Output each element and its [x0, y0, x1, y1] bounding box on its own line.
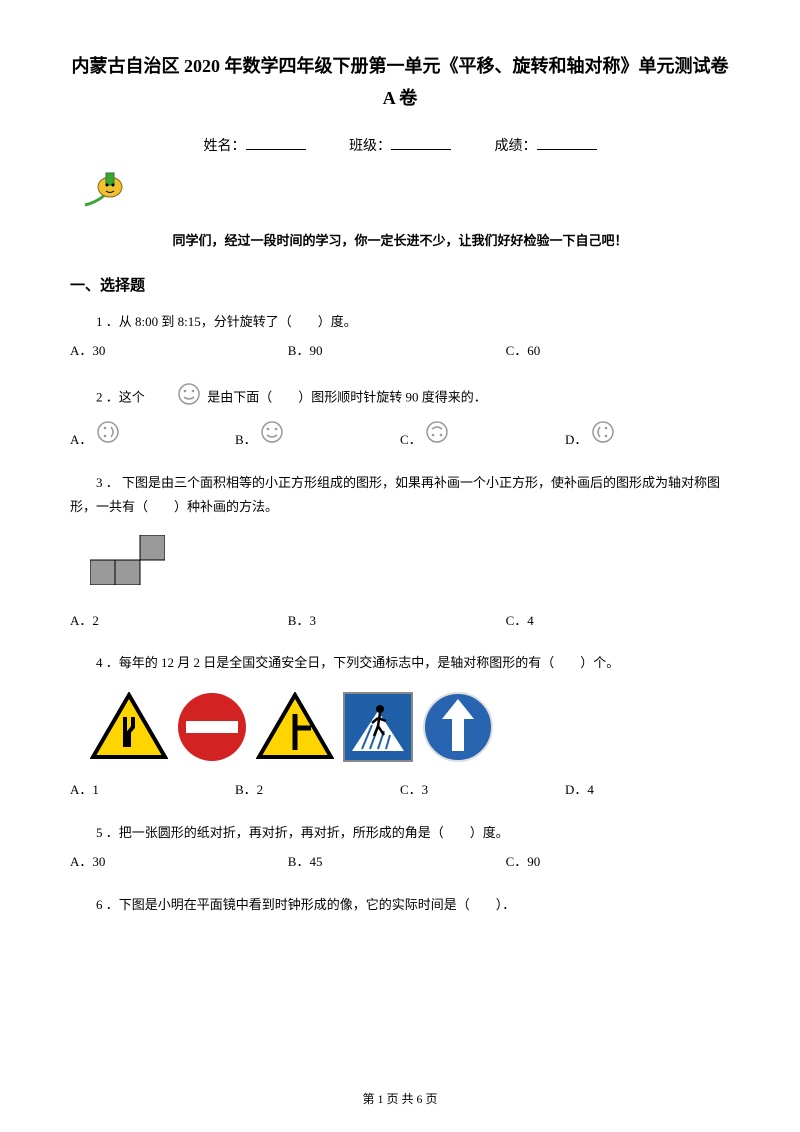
sign-triangle-intersection-icon: [256, 692, 334, 762]
q6-text: 6 ．下图是小明在平面镜中看到时钟形成的像，它的实际时间是（ ）．: [70, 893, 730, 918]
question-1: 1 ．从 8:00 到 8:15，分针旋转了（ ）度。 A．30 B．90 C．…: [70, 310, 730, 364]
q2-d-label: D．: [565, 432, 587, 447]
q4-signs: [90, 691, 730, 763]
q4-opt-a: A．1: [70, 778, 235, 803]
q2-c-label: C．: [400, 432, 422, 447]
q3-opt-b: B．3: [288, 609, 506, 634]
q4-text: 4 ．每年的 12 月 2 日是全国交通安全日，下列交通标志中，是轴对称图形的有…: [70, 651, 730, 676]
sign-no-entry-icon: [176, 691, 248, 763]
question-2: 2 ．这个 是由下面（ ）图形顺时针旋转 90 度得来的． A． B． C． D…: [70, 382, 730, 452]
name-blank: [246, 149, 306, 150]
section-1-title: 一、选择题: [70, 274, 730, 295]
score-blank: [537, 149, 597, 150]
q2-a-label: A．: [70, 432, 92, 447]
q5-opt-a: A．30: [70, 850, 288, 875]
q2-opt-b: B．: [235, 420, 400, 453]
q2-text: 2 ．这个 是由下面（ ）图形顺时针旋转 90 度得来的．: [70, 382, 730, 415]
sign-triangle-narrow-icon: [90, 692, 168, 762]
q3-opt-c: C．4: [506, 609, 724, 634]
q4-opt-c: C．3: [400, 778, 565, 803]
q3-opt-a: A．2: [70, 609, 288, 634]
question-4: 4 ．每年的 12 月 2 日是全国交通安全日，下列交通标志中，是轴对称图形的有…: [70, 651, 730, 802]
q1-opt-b: B．90: [288, 339, 506, 364]
q1-opt-c: C．60: [506, 339, 724, 364]
q5-opt-c: C．90: [506, 850, 724, 875]
q1-text: 1 ．从 8:00 到 8:15，分针旋转了（ ）度。: [70, 310, 730, 335]
q2-opt-c: C．: [400, 420, 565, 453]
q1-opt-a: A．30: [70, 339, 288, 364]
q3-options: A．2 B．3 C．4: [70, 609, 730, 634]
q5-opt-b: B．45: [288, 850, 506, 875]
q4-options: A．1 B．2 C．3 D．4: [70, 778, 730, 803]
encourage-text: 同学们，经过一段时间的学习，你一定长进不少，让我们好好检验一下自己吧！: [70, 230, 730, 249]
exam-title: 内蒙古自治区 2020 年数学四年级下册第一单元《平移、旋转和轴对称》单元测试卷…: [70, 50, 730, 115]
q5-options: A．30 B．45 C．90: [70, 850, 730, 875]
q4-opt-b: B．2: [235, 778, 400, 803]
q3-text: 3 ． 下图是由三个面积相等的小正方形组成的图形，如果再补画一个小正方形，使补画…: [70, 471, 730, 520]
smiley-icon-main: [151, 382, 201, 415]
name-label: 姓名：: [204, 139, 246, 154]
score-label: 成绩：: [495, 139, 537, 154]
q2-text-after: 是由下面（ ）图形顺时针旋转 90 度得来的．: [207, 389, 487, 404]
question-6: 6 ．下图是小明在平面镜中看到时钟形成的像，它的实际时间是（ ）．: [70, 893, 730, 918]
question-3: 3 ． 下图是由三个面积相等的小正方形组成的图形，如果再补画一个小正方形，使补画…: [70, 471, 730, 634]
class-blank: [391, 149, 451, 150]
q2-options: A． B． C． D．: [70, 420, 730, 453]
q2-opt-d: D．: [565, 420, 730, 453]
sign-arrow-up-icon: [422, 691, 494, 763]
q4-opt-d: D．4: [565, 778, 730, 803]
pencil-icon: [80, 165, 730, 215]
q1-options: A．30 B．90 C．60: [70, 339, 730, 364]
title-line2: A 卷: [70, 82, 730, 114]
q2-opt-a: A．: [70, 420, 235, 453]
page-footer: 第 1 页 共 6 页: [0, 1090, 800, 1107]
q3-figure: [90, 535, 730, 594]
class-label: 班级：: [349, 139, 391, 154]
title-line1: 内蒙古自治区 2020 年数学四年级下册第一单元《平移、旋转和轴对称》单元测试卷: [70, 50, 730, 82]
q2-b-label: B．: [235, 432, 257, 447]
q2-text-before: 2 ．这个: [96, 389, 145, 404]
question-5: 5 ．把一张圆形的纸对折，再对折，再对折，所形成的角是（ ）度。 A．30 B．…: [70, 821, 730, 875]
q5-text: 5 ．把一张圆形的纸对折，再对折，再对折，所形成的角是（ ）度。: [70, 821, 730, 846]
student-info: 姓名： 班级： 成绩：: [70, 135, 730, 155]
sign-pedestrian-icon: [342, 691, 414, 763]
